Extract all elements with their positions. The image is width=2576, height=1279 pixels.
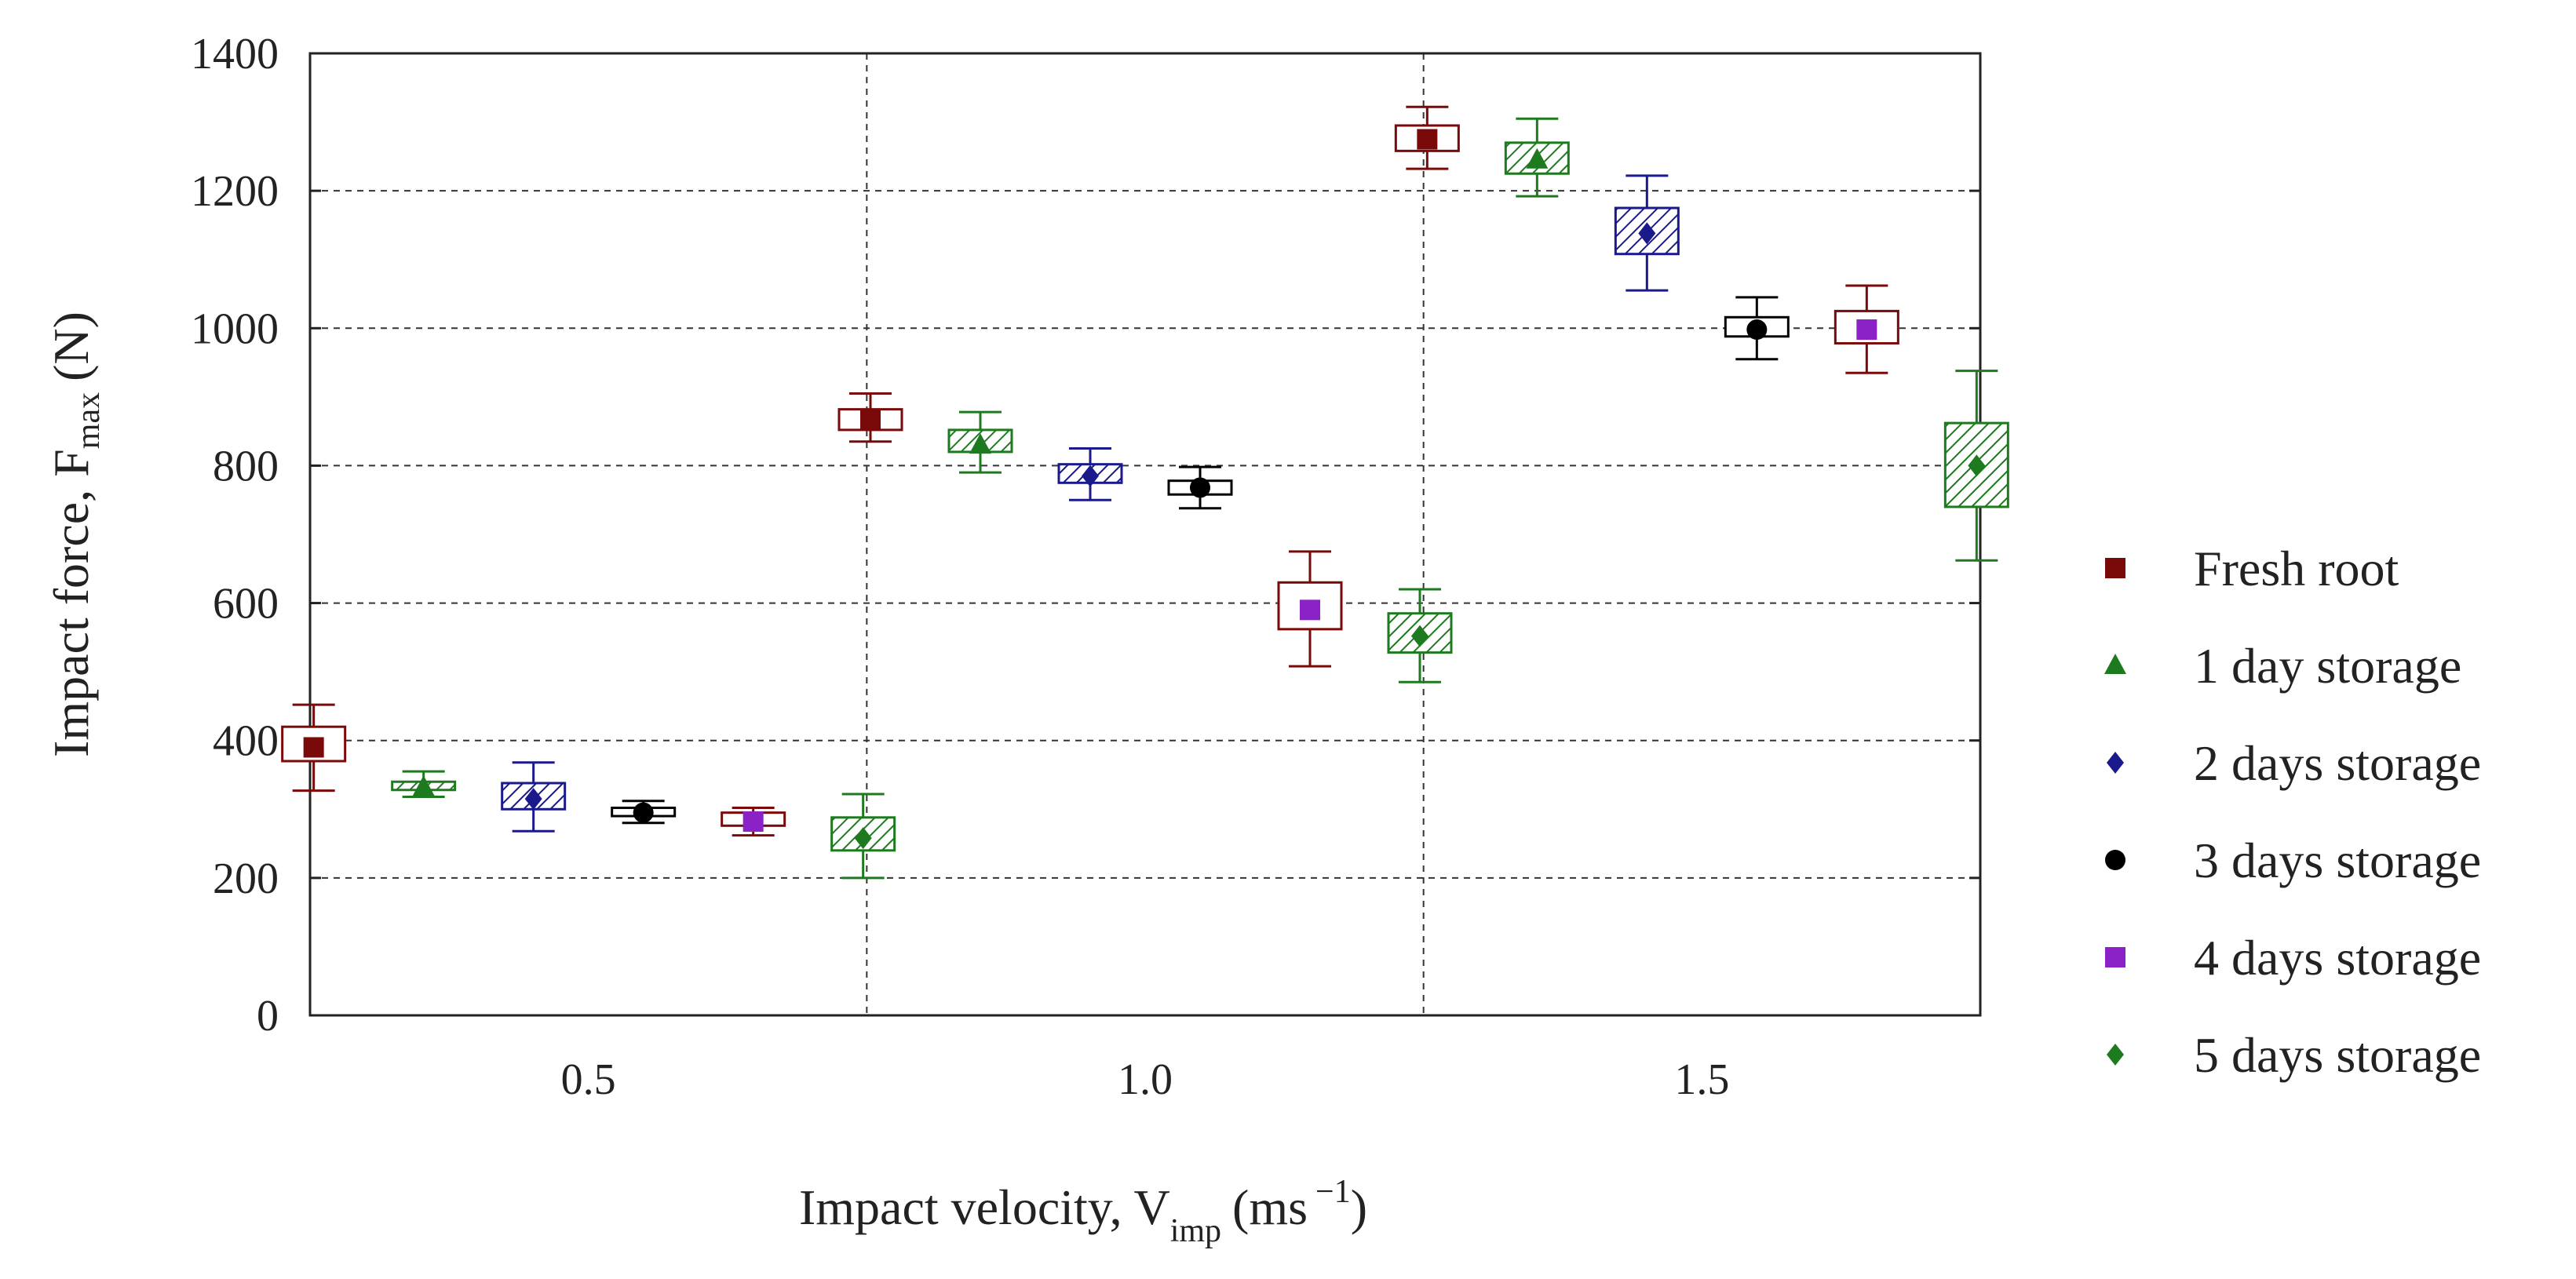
mean-marker (1968, 454, 1986, 477)
x-axis-ticks: 0.5 1.0 1.5 (561, 1055, 1730, 1104)
mean-marker (1417, 129, 1438, 150)
mean-marker (1300, 599, 1320, 621)
mean-marker (1746, 319, 1768, 341)
mean-marker (633, 802, 654, 823)
y-tick-label: 600 (213, 580, 279, 629)
legend-marker (2105, 850, 2125, 870)
box-group (1057, 447, 1123, 501)
mean-marker (303, 737, 324, 758)
box-group (391, 770, 457, 799)
legend-marker (2105, 947, 2125, 967)
legend-label: 2 days storage (2194, 735, 2481, 791)
legend-label: 4 days storage (2194, 930, 2481, 986)
y-tick-label: 800 (213, 442, 279, 490)
y-axis-label: Impact force, F (43, 449, 99, 757)
legend: Fresh root 1 day storage 2 days storage 3 d… (2104, 541, 2481, 1083)
box-group (1387, 588, 1453, 683)
x-axis-label-subscript: imp (1170, 1213, 1221, 1249)
box-group (1394, 105, 1460, 170)
mean-marker (412, 775, 435, 796)
legend-marker (2105, 558, 2125, 578)
legend-label: 3 days storage (2194, 833, 2481, 888)
x-tick-label: 0.5 (561, 1055, 616, 1104)
y-tick-label: 1400 (191, 30, 279, 78)
box-group (721, 807, 786, 837)
y-tick-label: 200 (213, 854, 279, 903)
grid-lines (310, 53, 1980, 1015)
x-axis-unit: (ms (1232, 1179, 1308, 1235)
box-group (1943, 370, 2009, 562)
y-tick-label: 0 (257, 992, 279, 1040)
box-group (611, 800, 677, 825)
box-group (501, 761, 567, 833)
box-group (947, 410, 1013, 474)
legend-label: 5 days storage (2194, 1027, 2481, 1083)
box-group (1614, 174, 1680, 292)
y-tick-label: 1000 (191, 304, 279, 353)
plot-frame (308, 52, 1982, 1017)
y-axis-unit: (N) (43, 312, 99, 381)
box-marks (281, 105, 2009, 880)
legend-marker (2107, 752, 2124, 774)
box-group (1277, 550, 1343, 668)
box-group (1167, 465, 1233, 510)
y-axis-title: Impact force, Fmax (N) (43, 312, 107, 757)
mean-marker (854, 827, 872, 850)
box-group (1833, 284, 1899, 374)
x-tick-label: 1.0 (1118, 1055, 1173, 1104)
x-axis-unit-superscript: −1 (1315, 1174, 1351, 1210)
box-group (830, 793, 896, 880)
mean-marker (969, 433, 991, 454)
legend-marker (2104, 654, 2126, 674)
y-axis-ticks: 0 200 400 600 800 1000 1200 1400 (191, 30, 1980, 1040)
y-tick-label: 400 (213, 717, 279, 766)
box-group (837, 392, 903, 443)
mean-marker (524, 788, 542, 811)
mean-marker (1856, 319, 1877, 341)
x-tick-label: 1.5 (1674, 1055, 1729, 1104)
mean-marker (1082, 465, 1099, 487)
legend-marker (2107, 1044, 2124, 1066)
mean-marker (1411, 625, 1428, 647)
x-axis-label: Impact velocity, V (799, 1179, 1170, 1235)
x-axis-title: Impact velocity, Vimp (ms −1) (799, 1174, 1367, 1249)
box-group (281, 703, 347, 793)
x-axis-unit-close: ) (1351, 1179, 1367, 1235)
mean-marker (1526, 148, 1549, 169)
mean-marker (1638, 222, 1656, 245)
mean-marker (1190, 477, 1210, 498)
legend-label: 1 day storage (2194, 638, 2461, 694)
mean-marker (860, 408, 881, 429)
y-axis-label-subscript: max (71, 392, 107, 449)
box-group (1724, 296, 1790, 361)
box-group (1504, 117, 1570, 198)
mean-marker (743, 811, 764, 833)
legend-label: Fresh root (2194, 541, 2399, 596)
y-tick-label: 1200 (191, 167, 279, 216)
